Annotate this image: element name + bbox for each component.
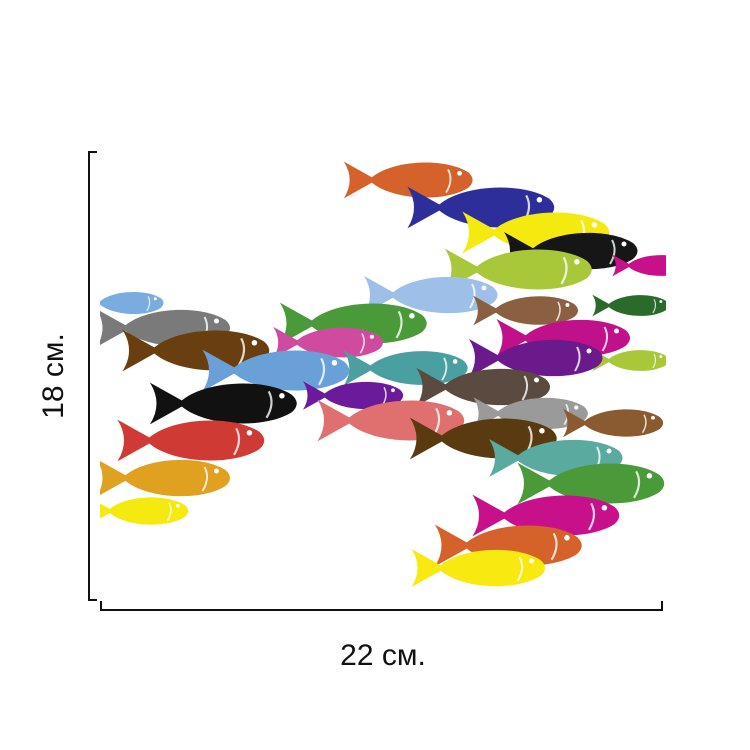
width-rule: [100, 601, 663, 611]
width-label: 22 см.: [340, 639, 426, 672]
height-rule: [88, 151, 97, 601]
height-label: 18 см.: [37, 333, 70, 419]
